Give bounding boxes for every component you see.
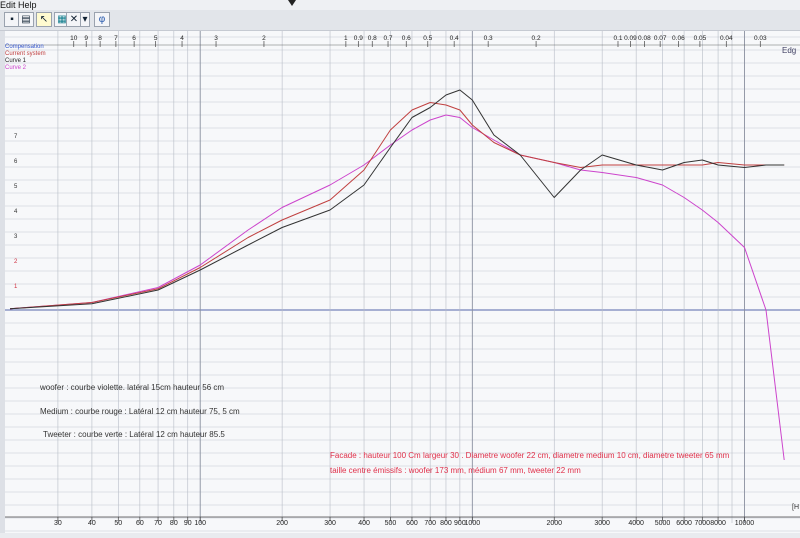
top-tick-label: 0.4: [450, 35, 459, 42]
left-gutter: [0, 31, 5, 533]
series-curve-2: [9, 114, 785, 461]
top-tick-label: 0.1: [613, 35, 622, 42]
x-tick-label: 1000: [465, 520, 481, 527]
x-tick-label: 900: [454, 520, 466, 527]
top-tick-label: 6: [132, 35, 136, 42]
frequency-response-plot: 10 9 8 7 6 5 4 3 2 1 0.9 0.8 0.7 0.6 0.5 0.4 0.3 0.2 0.1 0.…: [5, 31, 800, 533]
level-label: 3: [14, 234, 18, 240]
menu-edit[interactable]: Edit: [0, 0, 16, 10]
x-tick-label: 90: [184, 520, 192, 527]
x-tick-label: 700: [424, 520, 436, 527]
plot-corner-label: Edg: [782, 46, 797, 55]
x-axis-unit: [H: [792, 504, 799, 511]
level-label: 6: [14, 159, 18, 165]
phi-icon[interactable]: φ: [94, 12, 110, 27]
level-label: 4: [14, 209, 18, 215]
x-tick-label: 6000: [676, 520, 692, 527]
menu-bar: Edit Help: [0, 0, 800, 10]
top-tick-label: 0.7: [384, 35, 393, 42]
annotation-facade: Facade : hauteur 100 Cm largeur 30 . Dia…: [330, 451, 730, 460]
top-tick-label: 0.3: [484, 35, 493, 42]
level-label-red: 2: [14, 259, 18, 265]
top-tick-label: 0.05: [694, 35, 707, 42]
legend-compensation[interactable]: Compensation: [5, 44, 44, 50]
mouse-cursor-icon: [288, 0, 296, 6]
level-label-red: 1: [14, 284, 18, 290]
x-tick-label: 300: [324, 520, 336, 527]
x-tick-label: 30: [54, 520, 62, 527]
toolbar: ▪ ▤ ↖ ▦ ✕ ▾ φ: [0, 10, 800, 31]
annotation-centres: taille centre émissifs : woofer 173 mm, …: [330, 466, 581, 475]
top-tick-label: 4: [180, 35, 184, 42]
top-tick-label: 9: [84, 35, 88, 42]
top-tick-label: 8: [98, 35, 102, 42]
top-tick-label: 2: [262, 35, 266, 42]
top-tick-label: 7: [114, 35, 118, 42]
legend: Compensation Current system Curve 1 Curv…: [5, 44, 46, 72]
menu-help[interactable]: Help: [18, 0, 37, 10]
top-tick-label: 10: [70, 35, 78, 42]
x-tick-label: 50: [114, 520, 122, 527]
top-tick-label: 0.08: [638, 35, 651, 42]
top-tick-label: 0.9: [354, 35, 363, 42]
top-tick-label: 0.03: [754, 35, 767, 42]
top-tick-label: 3: [214, 35, 218, 42]
chart-svg: 10 9 8 7 6 5 4 3 2 1 0.9 0.8 0.7 0.6 0.5 0.4 0.3 0.2 0.1 0.…: [5, 31, 800, 533]
x-tick-label: 80: [170, 520, 178, 527]
annotation-medium: Medium : courbe rouge : Latéral 12 cm ha…: [40, 407, 240, 416]
top-tick-label: 0.5: [423, 35, 432, 42]
x-tick-label: 7000: [695, 520, 711, 527]
x-tick-label: 70: [154, 520, 162, 527]
x-tick-label: 8000: [710, 520, 726, 527]
top-tick-label: 0.09: [624, 35, 637, 42]
annotation-tweeter: Tweeter : courbe verte : Latéral 12 cm h…: [43, 430, 225, 439]
level-label: 7: [14, 134, 18, 140]
x-tick-label: 5000: [655, 520, 671, 527]
legend-current-system[interactable]: Current system: [5, 51, 46, 57]
x-tick-label: 4000: [628, 520, 644, 527]
x-tick-label: 3000: [594, 520, 610, 527]
top-tick-label: 1: [344, 35, 348, 42]
x-tick-label: 10000: [735, 520, 755, 527]
top-tick-label: 5: [154, 35, 158, 42]
legend-curve-1[interactable]: Curve 1: [5, 58, 27, 64]
cursor-tool-icon[interactable]: ↖: [36, 12, 52, 27]
x-tick-label: 600: [406, 520, 418, 527]
annotation-woofer: woofer : courbe violette. latéral 15cm h…: [40, 383, 225, 392]
top-tick-label: 0.8: [368, 35, 377, 42]
x-tick-label: 800: [440, 520, 452, 527]
print-icon[interactable]: ▤: [18, 12, 34, 27]
series-curve-1: [9, 89, 785, 310]
series-current-system: [9, 102, 785, 310]
x-tick-label: 100: [194, 520, 206, 527]
legend-curve-2[interactable]: Curve 2: [5, 65, 27, 71]
top-tick-label: 0.06: [672, 35, 685, 42]
top-tick-label: 0.04: [720, 35, 733, 42]
x-tick-label: 40: [88, 520, 96, 527]
level-label: 5: [14, 184, 18, 190]
top-tick-label: 0.6: [402, 35, 411, 42]
x-tick-label: 400: [358, 520, 370, 527]
x-tick-label: 2000: [546, 520, 562, 527]
top-tick-label: 0.2: [532, 35, 541, 42]
x-tick-label: 60: [136, 520, 144, 527]
top-tick-label: 0.07: [654, 35, 667, 42]
x-tick-label: 200: [276, 520, 288, 527]
x-tick-label: 500: [385, 520, 397, 527]
dropdown-icon[interactable]: ▾: [80, 12, 90, 27]
